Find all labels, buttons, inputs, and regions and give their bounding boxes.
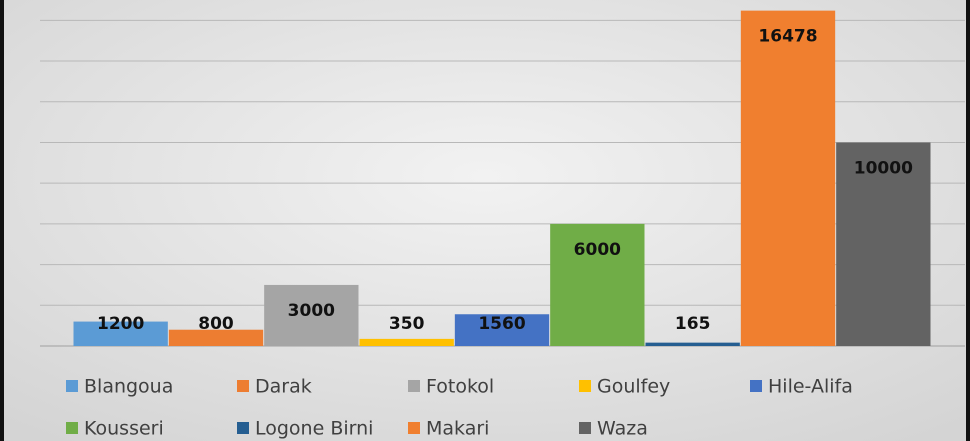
legend-swatch (750, 380, 762, 392)
legend-label: Logone Birni (255, 418, 373, 440)
data-label: 3000 (288, 301, 335, 321)
bar (454, 314, 550, 346)
bar (73, 321, 168, 346)
data-label: 165 (675, 314, 711, 334)
legend-label: Waza (597, 418, 648, 440)
data-label: 10000 (854, 158, 913, 178)
legend-label: Fotokol (426, 376, 494, 398)
legend-label: Blangoua (84, 376, 173, 398)
data-label: 350 (389, 314, 425, 334)
data-label: 1560 (478, 314, 525, 334)
legend-swatch (66, 380, 78, 392)
legend-swatch (579, 422, 591, 434)
bar (550, 223, 645, 346)
legend-swatch (66, 422, 78, 434)
legend-label: Kousseri (84, 418, 164, 440)
bar (645, 342, 740, 346)
data-label: 16478 (758, 27, 817, 47)
bar (740, 10, 836, 346)
bar (836, 142, 931, 346)
legend-label: Makari (426, 418, 489, 440)
legend-swatch (408, 422, 420, 434)
data-label: 800 (198, 314, 234, 334)
legend-label: Hile-Alifa (768, 376, 853, 398)
border-right (966, 0, 970, 441)
legend-label: Goulfey (597, 376, 670, 398)
data-label: 1200 (97, 314, 144, 334)
data-label: 6000 (574, 240, 621, 260)
legend-label: Darak (255, 376, 312, 398)
bar (264, 284, 359, 346)
bar (359, 338, 454, 346)
legend-swatch (579, 380, 591, 392)
border-left (0, 0, 4, 441)
bar (168, 329, 264, 346)
legend-swatch (237, 422, 249, 434)
legend-swatch (237, 380, 249, 392)
legend-swatch (408, 380, 420, 392)
